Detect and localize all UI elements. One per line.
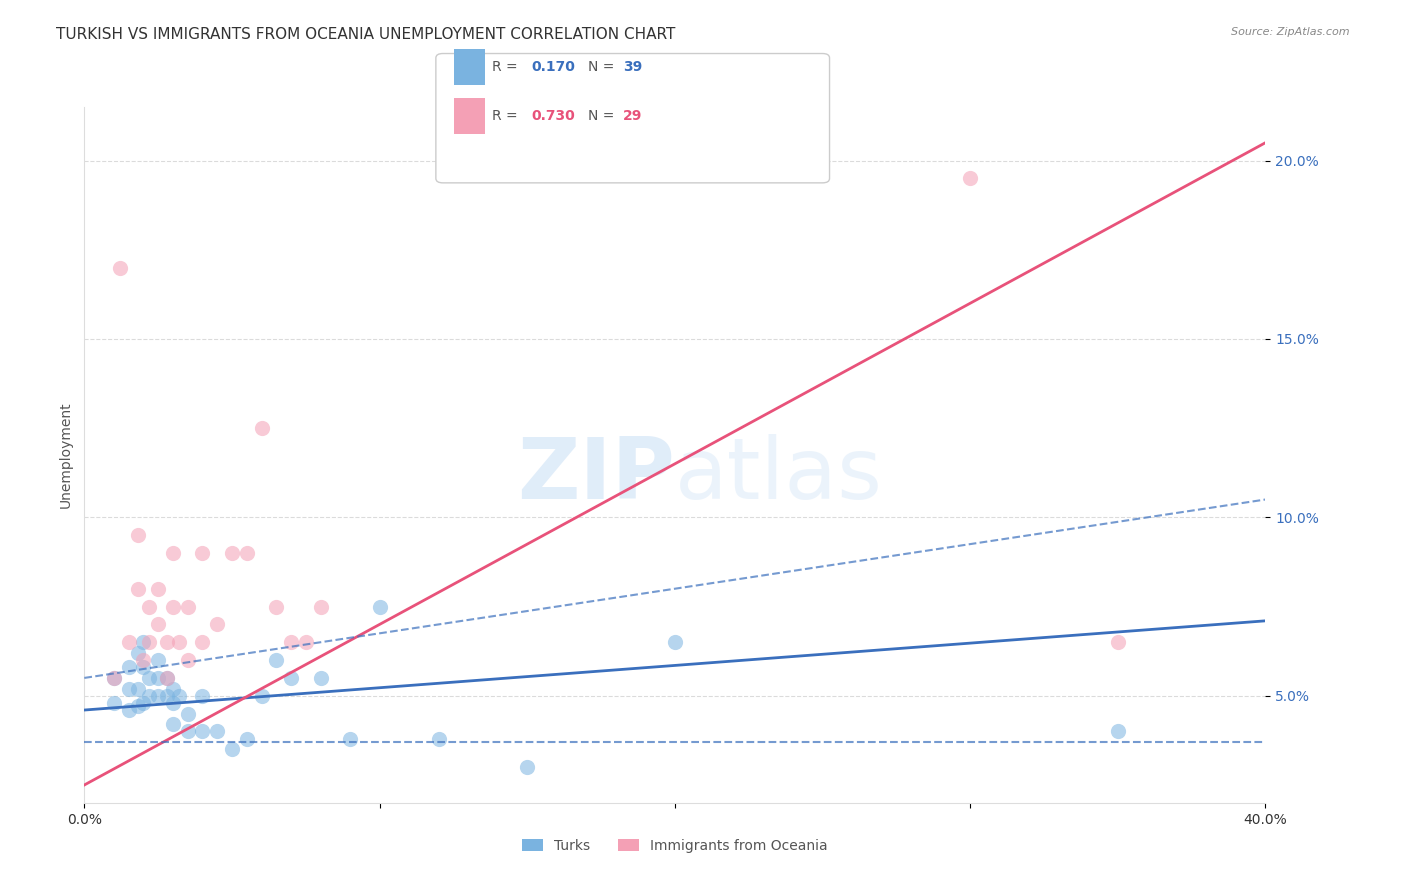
Text: R =: R = — [492, 60, 517, 74]
Point — [1107, 724, 1129, 739]
Point — [156, 689, 179, 703]
Text: 39: 39 — [623, 60, 643, 74]
Point — [516, 760, 538, 774]
Point — [221, 742, 243, 756]
Point — [191, 635, 214, 649]
Point — [266, 599, 288, 614]
Point — [221, 546, 243, 560]
Point — [427, 731, 450, 746]
Point — [156, 671, 179, 685]
Point — [236, 731, 259, 746]
Point — [191, 546, 214, 560]
Point — [127, 681, 149, 696]
Point — [368, 599, 391, 614]
Point — [250, 689, 273, 703]
Text: N =: N = — [588, 109, 614, 123]
Point — [108, 260, 131, 275]
Point — [148, 689, 170, 703]
Point — [148, 653, 170, 667]
Point — [191, 689, 214, 703]
Point — [156, 671, 179, 685]
Point — [132, 660, 155, 674]
Point — [138, 599, 160, 614]
Point — [207, 724, 229, 739]
Point — [148, 671, 170, 685]
Point — [177, 653, 200, 667]
Point — [1107, 635, 1129, 649]
Y-axis label: Unemployment: Unemployment — [59, 401, 73, 508]
Point — [207, 617, 229, 632]
Point — [266, 653, 288, 667]
Point — [118, 681, 141, 696]
Text: atlas: atlas — [675, 434, 883, 517]
Point — [132, 653, 155, 667]
Point — [132, 696, 155, 710]
Point — [138, 671, 160, 685]
Point — [959, 171, 981, 186]
Point — [132, 635, 155, 649]
Point — [118, 635, 141, 649]
Point — [127, 582, 149, 596]
Point — [127, 699, 149, 714]
Point — [280, 635, 302, 649]
Point — [177, 599, 200, 614]
Point — [167, 635, 190, 649]
Point — [167, 689, 190, 703]
Legend: Turks, Immigrants from Oceania: Turks, Immigrants from Oceania — [516, 833, 834, 858]
Point — [148, 582, 170, 596]
Point — [138, 635, 160, 649]
Point — [295, 635, 318, 649]
Point — [162, 599, 184, 614]
Point — [162, 546, 184, 560]
Text: 0.730: 0.730 — [531, 109, 575, 123]
Point — [309, 671, 332, 685]
Point — [162, 717, 184, 731]
Text: TURKISH VS IMMIGRANTS FROM OCEANIA UNEMPLOYMENT CORRELATION CHART: TURKISH VS IMMIGRANTS FROM OCEANIA UNEMP… — [56, 27, 676, 42]
Point — [118, 660, 141, 674]
Text: 0.170: 0.170 — [531, 60, 575, 74]
Point — [177, 706, 200, 721]
Text: 29: 29 — [623, 109, 643, 123]
Point — [103, 671, 125, 685]
Point — [177, 724, 200, 739]
Point — [103, 671, 125, 685]
Point — [236, 546, 259, 560]
Point — [127, 528, 149, 542]
Point — [162, 681, 184, 696]
Point — [191, 724, 214, 739]
Point — [127, 646, 149, 660]
Point — [138, 689, 160, 703]
Point — [280, 671, 302, 685]
Point — [156, 635, 179, 649]
Text: N =: N = — [588, 60, 614, 74]
Point — [162, 696, 184, 710]
Point — [148, 617, 170, 632]
Point — [339, 731, 361, 746]
Point — [103, 696, 125, 710]
Text: Source: ZipAtlas.com: Source: ZipAtlas.com — [1232, 27, 1350, 37]
Text: R =: R = — [492, 109, 517, 123]
Point — [250, 421, 273, 435]
Text: ZIP: ZIP — [517, 434, 675, 517]
Point — [309, 599, 332, 614]
Point — [118, 703, 141, 717]
Point — [664, 635, 686, 649]
